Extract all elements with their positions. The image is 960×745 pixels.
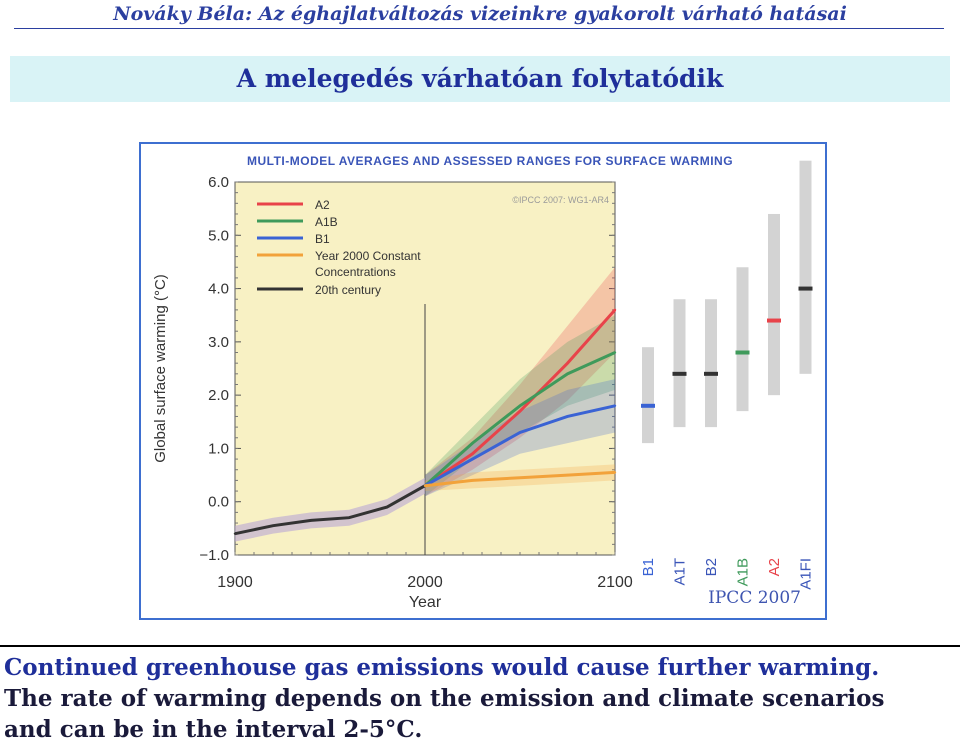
y-tick-label: 2.0 xyxy=(208,387,229,404)
data-point xyxy=(613,404,617,407)
data-point xyxy=(271,524,275,527)
range-label-a1t: A1T xyxy=(672,558,689,586)
y-tick-label: 3.0 xyxy=(208,334,229,351)
header-divider xyxy=(14,28,944,29)
range-bar-a1fi xyxy=(799,160,812,374)
best-estimate-a1t xyxy=(672,371,687,376)
best-estimate-a1fi xyxy=(798,286,813,291)
best-estimate-b1 xyxy=(641,403,655,408)
legend-label-cont: Concentrations xyxy=(315,265,396,279)
figure-credit: IPCC 2007 xyxy=(708,588,801,608)
slide-title: A melegedés várhatóan folytatódik xyxy=(10,56,950,102)
legend-label: B1 xyxy=(315,232,330,246)
data-point xyxy=(471,441,474,445)
data-point xyxy=(309,519,313,522)
data-point xyxy=(471,452,474,455)
header-title: Az éghajlatváltozás vizeinkre gyakorolt … xyxy=(258,3,847,25)
data-point xyxy=(613,351,617,354)
data-point xyxy=(471,457,474,461)
y-tick-label: 1.0 xyxy=(208,440,229,457)
range-bar-a1t xyxy=(673,299,686,428)
band-a2 xyxy=(425,267,615,497)
data-point xyxy=(518,409,522,413)
range-bar-b2 xyxy=(705,299,717,428)
slide-header: Nováky Béla: Az éghajlatváltozás vizeink… xyxy=(113,3,847,25)
data-point xyxy=(613,308,617,312)
x-axis-label: Year xyxy=(409,594,442,611)
data-point xyxy=(518,431,522,434)
caption-line-3: and can be in the interval 2-5°C. xyxy=(4,716,423,743)
caption-divider xyxy=(0,645,960,647)
data-point xyxy=(566,372,569,376)
data-point xyxy=(566,473,569,477)
range-label-a1fi: A1FI xyxy=(798,558,815,590)
data-point xyxy=(613,471,617,474)
caption-line-2: The rate of warming depends on the emiss… xyxy=(4,685,885,712)
data-point xyxy=(518,404,522,407)
x-tick-label: 1900 xyxy=(217,574,253,591)
data-point xyxy=(566,361,569,365)
range-bar-b1 xyxy=(642,347,654,444)
data-point xyxy=(233,532,237,535)
y-tick-label: −1.0 xyxy=(199,547,229,564)
range-bar-a2 xyxy=(768,213,780,396)
data-point xyxy=(471,479,474,482)
data-point xyxy=(385,505,389,509)
y-tick-label: 5.0 xyxy=(208,227,229,244)
caption: Continued greenhouse gas emissions would… xyxy=(4,652,956,745)
y-axis-label: Global surface warming (°C) xyxy=(152,274,169,463)
best-estimate-a1b xyxy=(735,350,750,355)
best-estimate-b2 xyxy=(704,371,718,376)
range-label-b1: B1 xyxy=(640,558,657,576)
range-label-a1b: A1B xyxy=(735,558,752,586)
legend-label: Year 2000 Constant xyxy=(315,249,421,263)
warming-chart: Multi-Model Averages and Assessed Ranges… xyxy=(152,154,815,611)
y-tick-label: 4.0 xyxy=(208,281,229,298)
legend-label: A2 xyxy=(315,198,330,212)
x-tick-label: 2000 xyxy=(407,574,443,591)
best-estimate-a2 xyxy=(767,318,781,323)
x-tick-label: 2100 xyxy=(597,574,633,591)
chart-copyright: ©IPCC 2007: WG1-AR4 xyxy=(512,195,609,205)
y-tick-label: 0.0 xyxy=(208,494,229,511)
range-bar-a1b xyxy=(736,267,749,412)
caption-line-1: Continued greenhouse gas emissions would… xyxy=(4,654,880,681)
y-tick-label: 6.0 xyxy=(208,174,229,191)
legend-label: A1B xyxy=(315,215,338,229)
range-label-a2: A2 xyxy=(766,558,783,576)
series-line-20th-century xyxy=(234,484,426,536)
ipcc-figure: Multi-Model Averages and Assessed Ranges… xyxy=(139,142,827,620)
data-point xyxy=(566,415,569,418)
band-b1 xyxy=(425,379,615,497)
chart-title: Multi-Model Averages and Assessed Ranges… xyxy=(247,154,733,168)
range-label-b2: B2 xyxy=(703,558,720,576)
legend-label: 20th century xyxy=(315,283,381,297)
data-point xyxy=(423,484,427,487)
header-author: Nováky Béla xyxy=(113,3,246,25)
data-point xyxy=(518,476,522,479)
data-point xyxy=(347,516,351,519)
